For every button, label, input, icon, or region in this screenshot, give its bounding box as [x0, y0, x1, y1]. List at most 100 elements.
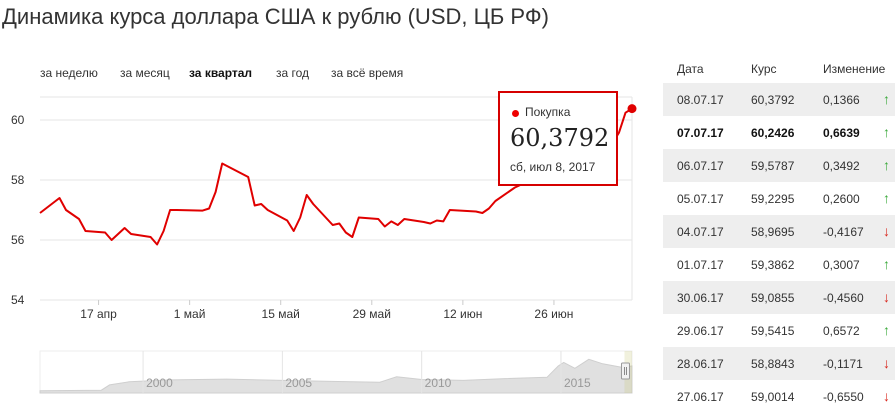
tab-quarter[interactable]: за квартал — [189, 66, 253, 80]
data-point — [383, 225, 387, 229]
row-date: 30.06.17 — [677, 291, 724, 305]
data-point — [350, 235, 354, 239]
data-point — [344, 231, 348, 235]
table-row: 04.07.17 58,9695 -0,4167 ↓ — [663, 215, 895, 248]
arrow-up-icon: ↑ — [883, 190, 890, 206]
row-change: 0,6639 — [823, 126, 860, 140]
table-row: 29.06.17 59,5415 0,6572 ↑ — [663, 314, 895, 347]
table-row: 27.06.17 59,0014 -0,6550 ↓ — [663, 380, 895, 413]
data-point — [441, 219, 445, 223]
row-change: 0,6572 — [823, 324, 860, 338]
data-point — [201, 209, 205, 213]
tab-all-time[interactable]: за всё время — [331, 66, 404, 80]
arrow-up-icon: ↑ — [883, 256, 890, 272]
series-marker-icon — [512, 110, 519, 117]
navigator-handle[interactable] — [620, 362, 630, 380]
data-point — [155, 243, 159, 247]
data-point — [474, 210, 478, 214]
rates-table: Дата Курс Изменение 08.07.17 60,3792 0,136… — [663, 57, 895, 413]
table-row: 05.07.17 59,2295 0,2600 ↑ — [663, 182, 895, 215]
row-change: 0,1366 — [823, 93, 860, 107]
row-change: 0,3007 — [823, 258, 860, 272]
data-point — [71, 213, 75, 217]
row-date: 04.07.17 — [677, 225, 724, 239]
data-point — [396, 223, 400, 227]
data-point — [253, 204, 257, 208]
arrow-up-icon: ↑ — [883, 124, 890, 140]
navigator-area — [39, 358, 633, 394]
table-row: 28.06.17 58,8843 -0,1171 ↓ — [663, 347, 895, 380]
data-point — [448, 208, 452, 212]
data-point — [331, 223, 335, 227]
row-date: 29.06.17 — [677, 324, 724, 338]
row-date: 01.07.17 — [677, 258, 724, 272]
tooltip-series-name: Покупка — [525, 105, 571, 119]
navigator-year-label: 2015 — [564, 376, 591, 390]
data-point — [285, 219, 289, 223]
data-point — [422, 220, 426, 224]
row-rate: 59,0855 — [751, 291, 795, 305]
data-point — [64, 208, 68, 212]
row-date: 27.06.17 — [677, 390, 724, 404]
table-body: 08.07.17 60,3792 0,1366 ↑ 07.07.17 60,2426 0,6… — [663, 83, 895, 413]
data-point — [428, 222, 432, 226]
y-tick-label: 54 — [11, 293, 25, 307]
row-rate: 59,0014 — [751, 390, 795, 404]
data-point — [38, 211, 42, 215]
navigator-year-label: 2005 — [285, 376, 312, 390]
data-point — [513, 186, 517, 190]
data-point — [480, 211, 484, 215]
data-point — [116, 232, 120, 236]
data-point — [220, 162, 224, 166]
data-point — [292, 229, 296, 233]
header-change[interactable]: Изменение — [823, 62, 886, 76]
arrow-down-icon: ↓ — [883, 355, 890, 371]
row-rate: 58,8843 — [751, 357, 795, 371]
data-point — [298, 216, 302, 220]
data-point — [623, 111, 627, 115]
row-rate: 59,2295 — [751, 192, 795, 206]
row-date: 08.07.17 — [677, 93, 724, 107]
data-point — [129, 232, 133, 236]
y-tick-label: 60 — [11, 113, 25, 127]
row-date: 28.06.17 — [677, 357, 724, 371]
tooltip-value: 60,3792 — [510, 124, 610, 152]
tooltip-date: сб, июл 8, 2017 — [510, 160, 596, 174]
arrow-down-icon: ↓ — [883, 388, 890, 404]
tab-month[interactable]: за месяц — [120, 66, 170, 80]
table-row: 06.07.17 59,5787 0,3492 ↑ — [663, 149, 895, 182]
arrow-down-icon: ↓ — [883, 223, 890, 239]
row-rate: 60,2426 — [751, 126, 795, 140]
arrow-up-icon: ↑ — [883, 322, 890, 338]
table-header: Дата Курс Изменение — [663, 57, 895, 83]
row-change: 0,2600 — [823, 192, 860, 206]
row-rate: 59,3862 — [751, 258, 795, 272]
data-point — [103, 231, 107, 235]
data-point — [58, 196, 62, 200]
chart-tooltip: Покупка 60,3792 сб, июл 8, 2017 — [498, 91, 618, 186]
data-point — [337, 222, 341, 226]
header-rate[interactable]: Курс — [751, 62, 777, 76]
navigator-year-label: 2000 — [146, 376, 173, 390]
x-tick-label: 17 апр — [80, 307, 117, 321]
data-point — [84, 229, 88, 233]
row-rate: 58,9695 — [751, 225, 795, 239]
tab-week[interactable]: за неделю — [40, 66, 98, 80]
row-change: -0,4560 — [823, 291, 864, 305]
tab-year[interactable]: за год — [276, 66, 310, 80]
data-point — [305, 193, 309, 197]
x-tick-label: 26 июн — [534, 307, 573, 321]
data-point — [389, 219, 393, 223]
data-point — [214, 190, 218, 194]
x-tick-label: 12 июн — [443, 307, 482, 321]
x-tick-label: 1 май — [174, 307, 206, 321]
row-date: 07.07.17 — [677, 126, 724, 140]
data-point — [123, 226, 127, 230]
y-tick-label: 58 — [11, 173, 25, 187]
arrow-down-icon: ↓ — [883, 289, 890, 305]
x-tick-label: 29 май — [353, 307, 391, 321]
arrow-up-icon: ↑ — [883, 157, 890, 173]
header-date[interactable]: Дата — [677, 62, 704, 76]
data-point — [246, 175, 250, 179]
data-point — [376, 217, 380, 221]
